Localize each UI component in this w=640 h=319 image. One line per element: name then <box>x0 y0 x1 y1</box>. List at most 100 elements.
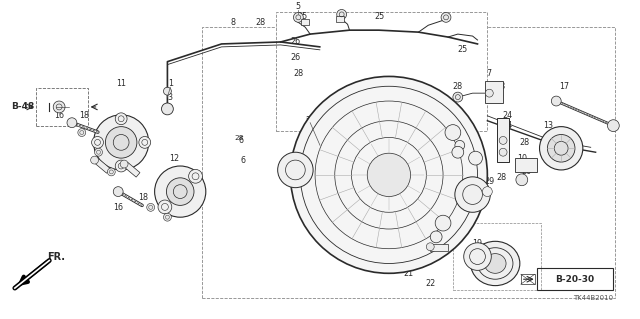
Circle shape <box>78 129 86 137</box>
Bar <box>485 81 503 103</box>
Circle shape <box>163 213 172 221</box>
Text: B-48: B-48 <box>11 102 35 111</box>
Text: 29: 29 <box>484 177 495 186</box>
Text: 25: 25 <box>458 45 468 54</box>
Ellipse shape <box>470 241 520 286</box>
Circle shape <box>166 178 194 205</box>
Circle shape <box>455 140 465 150</box>
Circle shape <box>453 92 463 102</box>
Text: 23: 23 <box>470 146 481 155</box>
Text: 4: 4 <box>440 209 445 218</box>
Text: 13: 13 <box>543 121 554 130</box>
Bar <box>301 19 309 25</box>
Text: 8: 8 <box>231 18 236 27</box>
Circle shape <box>163 87 172 95</box>
Text: 11: 11 <box>116 79 126 88</box>
Bar <box>276 12 487 130</box>
Circle shape <box>367 153 411 197</box>
Ellipse shape <box>484 254 506 273</box>
Text: 28: 28 <box>495 82 505 91</box>
Text: 18: 18 <box>138 193 148 202</box>
Circle shape <box>464 243 492 271</box>
Text: TK44B2010: TK44B2010 <box>573 295 613 301</box>
Circle shape <box>441 12 451 22</box>
Text: FR.: FR. <box>47 252 65 262</box>
Circle shape <box>93 115 148 170</box>
Circle shape <box>551 96 561 106</box>
Circle shape <box>106 127 137 158</box>
Circle shape <box>120 160 128 168</box>
Text: 16: 16 <box>113 203 123 212</box>
Text: 28: 28 <box>234 136 244 141</box>
Text: 28: 28 <box>438 232 448 241</box>
Circle shape <box>115 160 127 172</box>
Circle shape <box>483 187 492 197</box>
Text: 20: 20 <box>522 167 532 176</box>
Bar <box>36 88 88 126</box>
Text: 28: 28 <box>445 121 455 130</box>
Circle shape <box>547 135 575 162</box>
Circle shape <box>113 187 123 197</box>
Text: 16: 16 <box>54 111 64 120</box>
Bar <box>202 27 615 298</box>
Text: 26: 26 <box>291 37 300 47</box>
Text: 1: 1 <box>168 79 173 88</box>
Text: 26: 26 <box>291 53 300 62</box>
Circle shape <box>455 177 490 212</box>
Text: 21: 21 <box>404 269 413 278</box>
Circle shape <box>155 166 206 217</box>
Text: B-20-30: B-20-30 <box>556 275 595 284</box>
Circle shape <box>189 169 202 183</box>
Text: 15: 15 <box>458 138 468 147</box>
Circle shape <box>278 152 313 188</box>
Text: 18: 18 <box>163 207 172 216</box>
Circle shape <box>95 148 102 156</box>
Circle shape <box>499 148 507 156</box>
Bar <box>124 162 140 177</box>
Bar <box>453 223 541 290</box>
Text: 25: 25 <box>297 12 307 21</box>
Text: 25: 25 <box>374 12 384 21</box>
Text: 3: 3 <box>168 93 173 101</box>
Circle shape <box>53 101 65 113</box>
Bar <box>95 159 111 173</box>
Circle shape <box>139 137 150 148</box>
Bar <box>336 16 344 22</box>
Circle shape <box>430 231 442 243</box>
Circle shape <box>540 127 583 170</box>
Text: 28: 28 <box>520 138 530 147</box>
Text: 18: 18 <box>79 111 89 120</box>
Circle shape <box>147 204 155 211</box>
Circle shape <box>115 113 127 125</box>
Circle shape <box>92 137 104 148</box>
Text: 6: 6 <box>239 136 244 145</box>
Text: 17: 17 <box>559 82 569 91</box>
Text: 27: 27 <box>461 128 471 137</box>
Circle shape <box>445 125 461 140</box>
Text: 9: 9 <box>457 114 462 123</box>
Circle shape <box>158 200 172 214</box>
Circle shape <box>161 103 173 115</box>
Text: 18: 18 <box>99 131 108 140</box>
Circle shape <box>499 137 507 145</box>
Text: 18: 18 <box>106 148 116 157</box>
Text: 5: 5 <box>296 2 301 11</box>
Circle shape <box>291 77 487 273</box>
Circle shape <box>293 12 303 22</box>
Text: 2: 2 <box>306 118 311 127</box>
Circle shape <box>452 146 464 158</box>
Text: 14: 14 <box>543 134 554 143</box>
Bar <box>515 158 536 172</box>
Text: 2: 2 <box>306 116 311 125</box>
Text: 28: 28 <box>452 82 463 91</box>
Text: 10: 10 <box>517 154 527 163</box>
Text: 28: 28 <box>256 18 266 27</box>
Circle shape <box>337 10 347 19</box>
Text: 7: 7 <box>487 69 492 78</box>
Text: 28: 28 <box>293 69 303 78</box>
Text: 6: 6 <box>428 223 433 232</box>
Circle shape <box>91 156 99 164</box>
Circle shape <box>67 118 77 128</box>
Circle shape <box>485 89 493 97</box>
Circle shape <box>516 174 528 186</box>
